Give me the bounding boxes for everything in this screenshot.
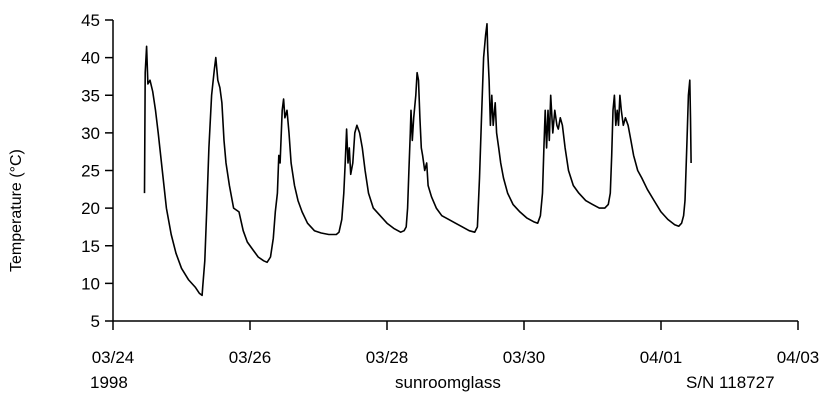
- serial-number-label: S/N 118727: [686, 373, 775, 392]
- y-tick-label: 20: [81, 199, 100, 218]
- x-tick-label: 03/30: [503, 348, 546, 367]
- year-label: 1998: [90, 373, 128, 392]
- y-tick-label: 15: [81, 237, 100, 256]
- y-tick-label: 30: [81, 124, 100, 143]
- y-tick-label: 45: [81, 11, 100, 30]
- y-axis-ticks: 5 10 15 20 25 30 35 40 45: [81, 11, 113, 331]
- series-layer: [143, 23, 692, 297]
- y-tick-label: 35: [81, 86, 100, 105]
- x-axis-ticks: 03/24 03/26 03/28 03/30 04/01 04/03: [92, 321, 820, 367]
- x-tick-label: 03/28: [366, 348, 409, 367]
- x-axis-label: sunroomglass: [395, 373, 501, 392]
- y-tick-label: 40: [81, 49, 100, 68]
- y-tick-label: 25: [81, 162, 100, 181]
- x-tick-label: 04/03: [777, 348, 820, 367]
- y-axis-label: Temperature (°C): [8, 149, 25, 272]
- y-tick-label: 5: [91, 312, 100, 331]
- x-tick-label: 03/24: [92, 348, 135, 367]
- temperature-series-line: [143, 23, 692, 297]
- x-tick-label: 03/26: [229, 348, 272, 367]
- y-tick-label: 10: [81, 274, 100, 293]
- x-tick-label: 04/01: [640, 348, 683, 367]
